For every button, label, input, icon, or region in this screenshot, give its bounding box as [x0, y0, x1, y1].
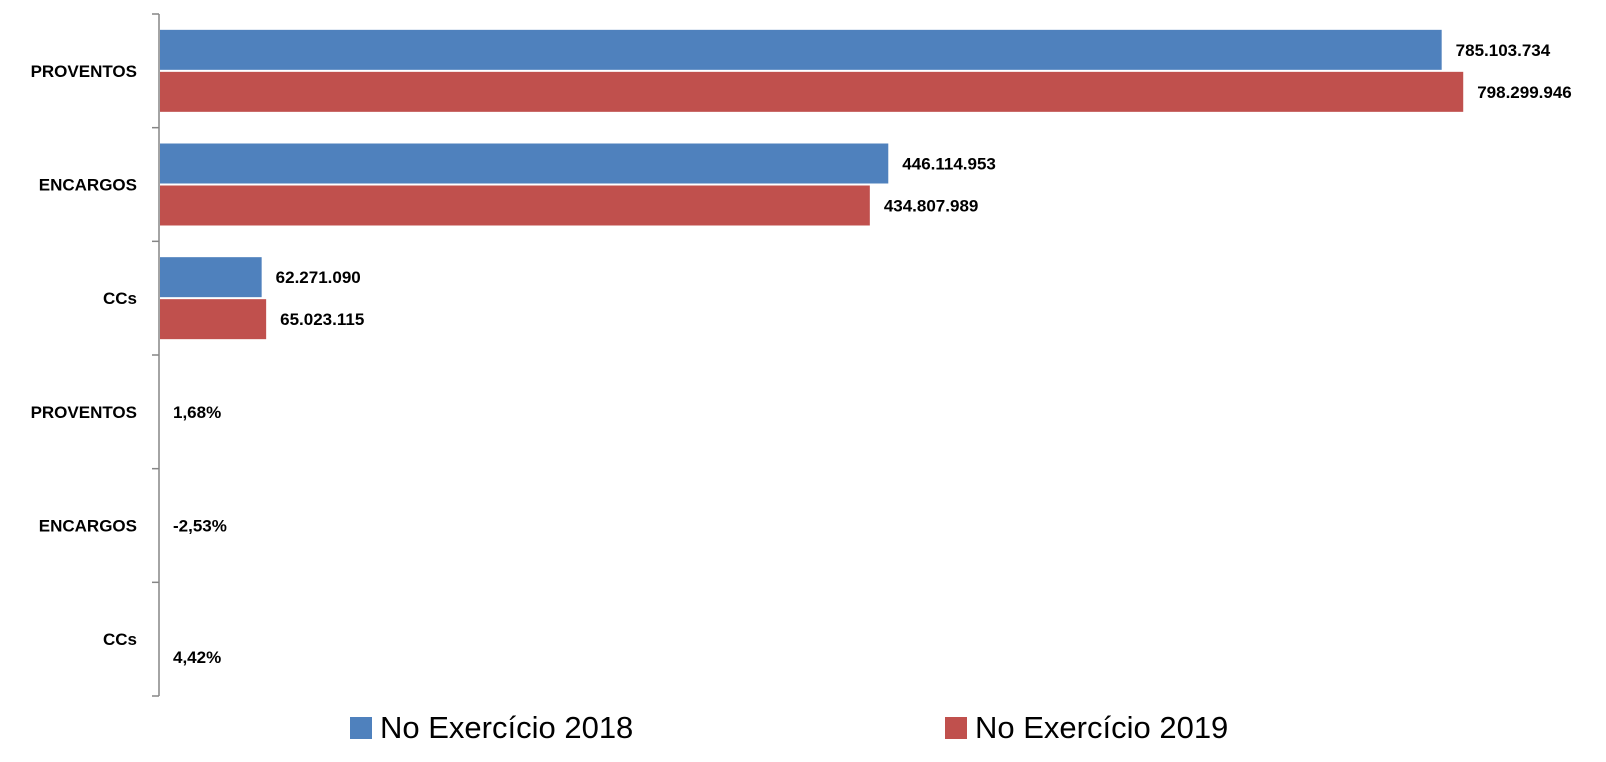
bar-chart: PROVENTOS 785.103.734 798.299.946 ENCARGOS 4… — [31, 13, 1572, 697]
data-label: 446.114.953 — [902, 155, 996, 174]
bar-2019 — [160, 71, 1464, 112]
bar-2018 — [160, 143, 889, 184]
data-label: 65.023.115 — [280, 310, 364, 329]
legend-swatch-2019 — [945, 717, 967, 739]
legend-item-2019: No Exercício 2019 — [945, 708, 1228, 748]
bar-2019 — [160, 185, 870, 226]
variation-label: -2,53% — [173, 517, 227, 536]
legend: No Exercício 2018 No Exercício 2019 — [0, 708, 1606, 758]
data-label: 798.299.946 — [1477, 83, 1572, 102]
bar-2018 — [160, 257, 262, 298]
legend-label-2018: No Exercício 2018 — [380, 710, 634, 745]
data-label: 434.807.989 — [884, 197, 979, 216]
category-label: ENCARGOS — [39, 176, 137, 195]
category-label: PROVENTOS — [31, 62, 137, 81]
data-label: 62.271.090 — [276, 268, 361, 287]
variation-label: 4,42% — [173, 648, 221, 667]
legend-item-2018: No Exercício 2018 — [350, 708, 633, 748]
variation-label: 1,68% — [173, 403, 221, 422]
bar-2018 — [160, 29, 1442, 70]
legend-swatch-2018 — [350, 717, 372, 739]
legend-label-2019: No Exercício 2019 — [975, 710, 1229, 745]
category-label: CCs — [103, 289, 137, 308]
category-label: ENCARGOS — [39, 517, 137, 536]
category-label: PROVENTOS — [31, 403, 137, 422]
category-label: CCs — [103, 630, 137, 649]
data-label: 785.103.734 — [1456, 41, 1551, 60]
bar-2019 — [160, 299, 267, 340]
